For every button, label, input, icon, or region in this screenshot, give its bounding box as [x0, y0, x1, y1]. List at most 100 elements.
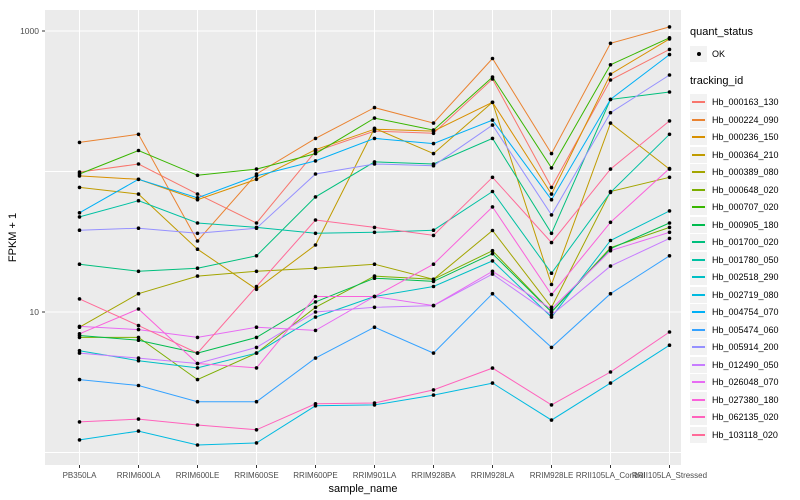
data-point: [667, 52, 672, 57]
data-point: [195, 443, 200, 447]
data-point: [549, 197, 554, 202]
data-point: [490, 136, 495, 141]
data-point: [136, 358, 141, 363]
legend-item: Hb_001700_020: [690, 234, 798, 252]
data-point: [313, 300, 318, 304]
legend-key-box: [690, 391, 707, 408]
data-point: [667, 230, 672, 235]
data-point: [195, 351, 200, 355]
data-point: [77, 438, 82, 442]
data-point: [372, 225, 377, 230]
data-point: [667, 132, 672, 137]
data-point: [490, 381, 495, 385]
series-line-swatch-icon: [692, 276, 705, 279]
legend-item: Hb_005914_200: [690, 339, 798, 357]
legend-item: Hb_000236_150: [690, 129, 798, 147]
data-point: [77, 351, 82, 355]
data-point: [608, 238, 613, 243]
data-point: [313, 305, 318, 310]
legend-key-box: [690, 199, 707, 216]
x-tick-label: RRII105LA_Control: [576, 471, 646, 480]
data-point: [608, 381, 613, 385]
data-point: [254, 351, 259, 355]
data-point: [549, 213, 554, 217]
data-point: [608, 248, 613, 253]
legend-item: Hb_000707_020: [690, 199, 798, 217]
data-point: [372, 105, 377, 110]
data-point: [254, 325, 259, 330]
data-point: [667, 236, 672, 241]
data-point: [490, 251, 495, 256]
series-line-swatch-icon: [692, 241, 705, 244]
data-point: [608, 220, 613, 225]
data-point: [431, 351, 436, 355]
data-point: [431, 128, 436, 132]
data-point: [372, 262, 377, 267]
data-point: [254, 335, 259, 340]
data-point: [195, 221, 200, 225]
y-axis-title: FPKM + 1: [7, 212, 19, 263]
data-point: [372, 294, 377, 299]
data-point: [136, 269, 141, 274]
data-point: [608, 72, 613, 76]
data-point: [77, 228, 82, 232]
data-point: [195, 173, 200, 178]
data-point: [195, 192, 200, 196]
legend-item-label: OK: [712, 48, 726, 59]
data-point: [431, 163, 436, 168]
data-point: [667, 209, 672, 213]
data-point: [372, 305, 377, 310]
data-point: [490, 175, 495, 180]
series-line-swatch-icon: [692, 171, 705, 174]
data-point: [254, 366, 259, 370]
series-line-swatch-icon: [692, 223, 705, 226]
data-point: [77, 420, 82, 424]
data-point: [77, 172, 82, 176]
data-point: [490, 75, 495, 79]
data-point: [431, 279, 436, 284]
data-point: [313, 159, 318, 163]
data-point: [667, 330, 672, 334]
data-point: [313, 328, 318, 333]
data-point: [195, 196, 200, 200]
data-point: [608, 190, 613, 195]
data-point: [431, 121, 436, 125]
data-point: [431, 262, 436, 267]
legend-key-box: [690, 356, 707, 373]
series-line-swatch-icon: [692, 206, 705, 209]
legend-key-box: [690, 286, 707, 303]
legend-item: Hb_027380_180: [690, 391, 798, 409]
data-point: [77, 185, 82, 190]
data-point: [549, 313, 554, 317]
data-point: [490, 56, 495, 61]
legend-key-box: [690, 146, 707, 163]
series-line-swatch-icon: [692, 293, 705, 296]
data-point: [195, 231, 200, 236]
data-point: [136, 132, 141, 137]
data-point: [431, 228, 436, 232]
data-point: [549, 345, 554, 350]
data-point: [608, 97, 613, 102]
data-point: [490, 100, 495, 105]
legend-key-box: [690, 164, 707, 181]
legend-key-box: [690, 269, 707, 286]
data-point: [490, 189, 495, 194]
legend-item-label: Hb_001780_050: [712, 254, 779, 265]
data-point: [195, 361, 200, 366]
data-point: [608, 121, 613, 125]
series-line-swatch-icon: [692, 136, 705, 139]
data-point: [490, 272, 495, 276]
data-point: [254, 221, 259, 225]
data-point: [313, 218, 318, 222]
data-point: [608, 63, 613, 67]
data-point: [254, 226, 259, 230]
data-point: [608, 41, 613, 46]
data-point: [195, 423, 200, 427]
legend-item-label: Hb_000905_180: [712, 219, 779, 230]
legend-item-label: Hb_000364_210: [712, 149, 779, 160]
data-point: [608, 167, 613, 171]
data-point: [136, 226, 141, 230]
series-line-swatch-icon: [692, 328, 705, 331]
x-tick-label: RRIM600LA: [117, 471, 161, 480]
data-point: [254, 345, 259, 350]
